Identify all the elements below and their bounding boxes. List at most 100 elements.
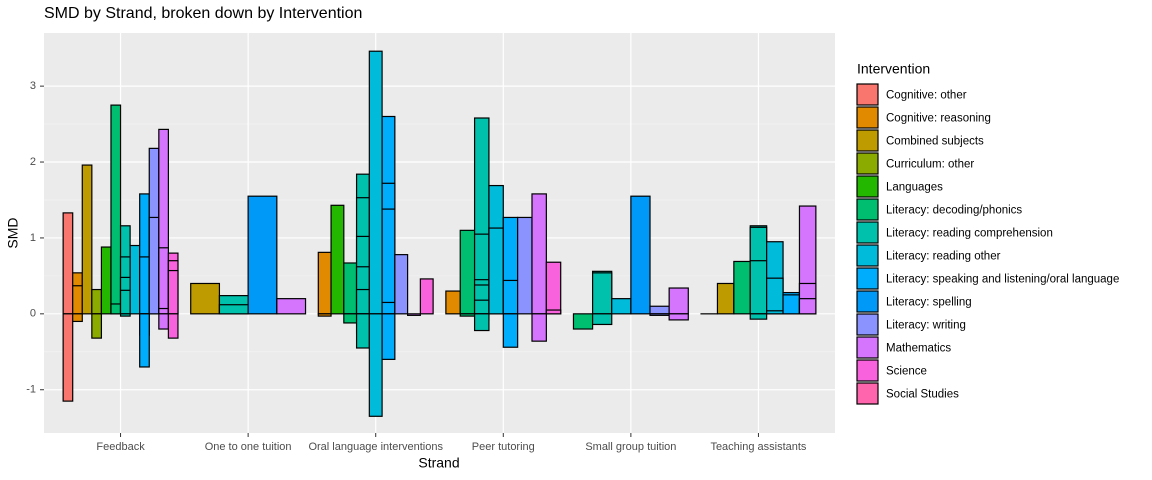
bar (247, 195, 278, 315)
bar (218, 304, 249, 315)
legend-key (856, 244, 879, 267)
bar (110, 303, 122, 315)
bar (148, 216, 160, 315)
bar (766, 310, 784, 315)
bar (445, 290, 461, 315)
legend-label: Literacy: writing (886, 320, 966, 332)
bar (611, 298, 632, 315)
legend-label: Languages (886, 182, 943, 194)
legend-key (856, 198, 879, 221)
bar (649, 305, 670, 315)
bar (72, 285, 83, 315)
legend-key (856, 359, 879, 382)
bar (531, 313, 547, 342)
x-tick-label: One to one tuition (205, 441, 292, 453)
bar (782, 294, 801, 315)
legend-title: Intervention (857, 61, 930, 77)
bar (330, 204, 345, 315)
y-axis-title: SMD (5, 217, 21, 248)
bar (381, 301, 396, 315)
bar (591, 313, 613, 326)
y-tick-label: 3 (30, 80, 36, 92)
bar (62, 212, 74, 315)
x-axis-title: Strand (418, 455, 459, 471)
bar (317, 251, 332, 315)
plot-panel (44, 33, 835, 433)
bar (749, 260, 768, 315)
x-tick-label: Teaching assistants (710, 441, 806, 453)
legend-label: Literacy: speaking and listening/oral la… (886, 274, 1119, 286)
x-tick-label: Feedback (96, 441, 145, 453)
bar (91, 313, 103, 339)
legend-label: Literacy: decoding/phonics (886, 205, 1022, 217)
y-tick-label: 0 (30, 308, 36, 320)
legend-key (856, 175, 879, 198)
bar (343, 313, 358, 324)
bar (368, 313, 383, 417)
legend-key (856, 83, 879, 106)
bar (381, 313, 396, 360)
legend-label: Mathematics (886, 343, 951, 355)
legend-key (856, 129, 879, 152)
bar (158, 247, 169, 315)
bar (473, 313, 490, 332)
bar (355, 288, 370, 315)
bar (517, 216, 533, 315)
bar (139, 313, 150, 368)
bar (459, 313, 476, 317)
bar (545, 309, 562, 315)
bar (749, 313, 768, 320)
bar (381, 208, 396, 315)
legend-label: Social Studies (886, 389, 959, 401)
bar (733, 260, 751, 315)
bar (407, 313, 421, 316)
legend-key (856, 313, 879, 336)
bar (630, 195, 651, 315)
bar (502, 279, 519, 315)
bar (649, 313, 670, 316)
bar (798, 298, 817, 315)
bar (545, 261, 562, 315)
bar (72, 313, 83, 323)
legend-key (856, 382, 879, 405)
legend-label: Literacy: spelling (886, 297, 972, 309)
bar (355, 313, 370, 349)
x-tick-label: Small group tuition (585, 441, 676, 453)
bar (459, 229, 476, 315)
bar (167, 313, 179, 339)
bar (81, 164, 93, 315)
y-tick-label: 1 (30, 232, 36, 244)
legend-label: Combined subjects (886, 136, 984, 148)
bar (488, 227, 504, 315)
bar (91, 288, 103, 315)
legend-label: Literacy: reading comprehension (886, 228, 1053, 240)
bar (591, 272, 613, 315)
bar (167, 269, 179, 315)
bar (119, 313, 131, 317)
legend-label: Cognitive: reasoning (886, 113, 991, 125)
bar (119, 289, 131, 315)
y-tick-label: -1 (26, 384, 36, 396)
bar (419, 278, 434, 315)
bar (139, 256, 150, 315)
legend-label: Cognitive: other (886, 90, 967, 102)
bar (531, 193, 547, 315)
bar (158, 313, 169, 330)
legend-key (856, 267, 879, 290)
legend-key (856, 221, 879, 244)
legend-key (856, 106, 879, 129)
chart-title: SMD by Strand, broken down by Interventi… (44, 5, 362, 22)
legend-label: Literacy: reading other (886, 251, 1001, 263)
legend-key (856, 336, 879, 359)
bar (668, 313, 689, 321)
bar (129, 244, 141, 315)
bar (276, 298, 307, 315)
bar (502, 313, 519, 348)
legend-label: Curriculum: other (886, 159, 974, 171)
bar (190, 282, 221, 315)
legend-key (856, 290, 879, 313)
bar (668, 287, 689, 315)
bar (766, 277, 784, 315)
bar (572, 313, 594, 330)
